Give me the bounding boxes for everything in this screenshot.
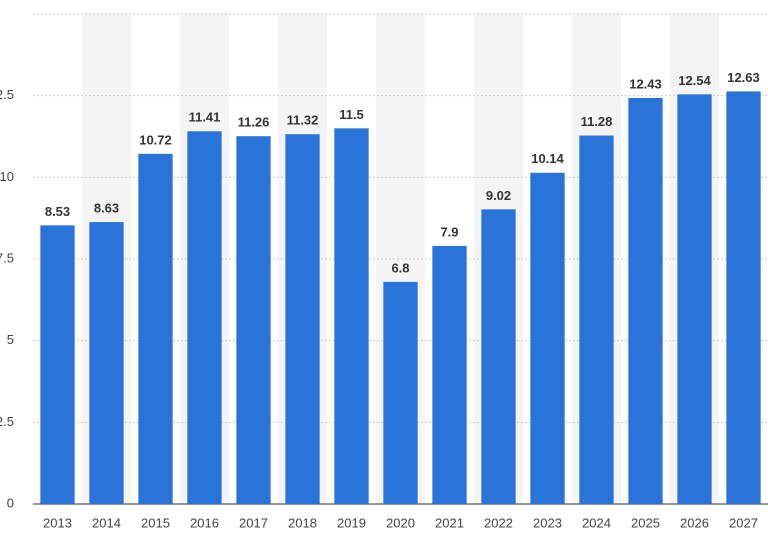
x-tick-label: 2016 bbox=[190, 515, 219, 530]
y-tick-label: 2.5 bbox=[0, 414, 14, 429]
bar bbox=[40, 225, 75, 504]
value-label: 11.28 bbox=[581, 114, 613, 129]
bar bbox=[677, 94, 712, 505]
x-tick-label: 2015 bbox=[141, 515, 170, 530]
x-tick-label: 2017 bbox=[239, 515, 268, 530]
y-tick-label: 5 bbox=[7, 332, 14, 347]
y-tick-label: 0 bbox=[7, 495, 14, 510]
bar bbox=[334, 128, 369, 505]
value-label: 10.72 bbox=[139, 132, 172, 147]
bar bbox=[187, 131, 222, 505]
bar bbox=[481, 209, 516, 504]
x-tick-label: 2020 bbox=[386, 515, 415, 530]
value-label: 11.5 bbox=[339, 107, 364, 122]
x-tick-label: 2025 bbox=[631, 515, 660, 530]
value-label: 9.02 bbox=[486, 188, 511, 203]
value-label: 7.9 bbox=[440, 224, 458, 239]
bar bbox=[726, 91, 761, 505]
value-label: 12.63 bbox=[727, 70, 760, 85]
value-label: 6.8 bbox=[391, 260, 409, 275]
x-tick-label: 2022 bbox=[484, 515, 513, 530]
x-tick-label: 2023 bbox=[533, 515, 562, 530]
value-label: 11.32 bbox=[287, 113, 319, 128]
x-tick-label: 2013 bbox=[43, 515, 72, 530]
bar bbox=[138, 153, 173, 504]
y-tick-label: 7.5 bbox=[0, 250, 14, 265]
value-label: 8.63 bbox=[94, 201, 119, 216]
x-tick-label: 2021 bbox=[435, 515, 464, 530]
x-tick-label: 2019 bbox=[337, 515, 366, 530]
value-label: 10.14 bbox=[531, 151, 564, 166]
x-tick-label: 2014 bbox=[92, 515, 121, 530]
value-label: 12.54 bbox=[678, 73, 711, 88]
y-tick-label: 10 bbox=[0, 169, 14, 184]
bar bbox=[285, 134, 320, 505]
value-label: 12.43 bbox=[629, 76, 662, 91]
bar bbox=[236, 136, 271, 504]
value-label: 8.53 bbox=[45, 204, 70, 219]
value-label: 11.41 bbox=[189, 110, 221, 125]
bar bbox=[383, 281, 418, 504]
value-label: 11.26 bbox=[238, 115, 270, 130]
bar bbox=[89, 222, 124, 504]
x-tick-label: 2024 bbox=[582, 515, 611, 530]
x-tick-label: 2027 bbox=[729, 515, 758, 530]
bar bbox=[530, 172, 565, 504]
bar bbox=[579, 135, 614, 504]
x-tick-label: 2026 bbox=[680, 515, 709, 530]
bar bbox=[432, 245, 467, 504]
y-tick-label: 12.5 bbox=[0, 87, 14, 102]
bar bbox=[628, 97, 663, 504]
x-tick-label: 2018 bbox=[288, 515, 317, 530]
